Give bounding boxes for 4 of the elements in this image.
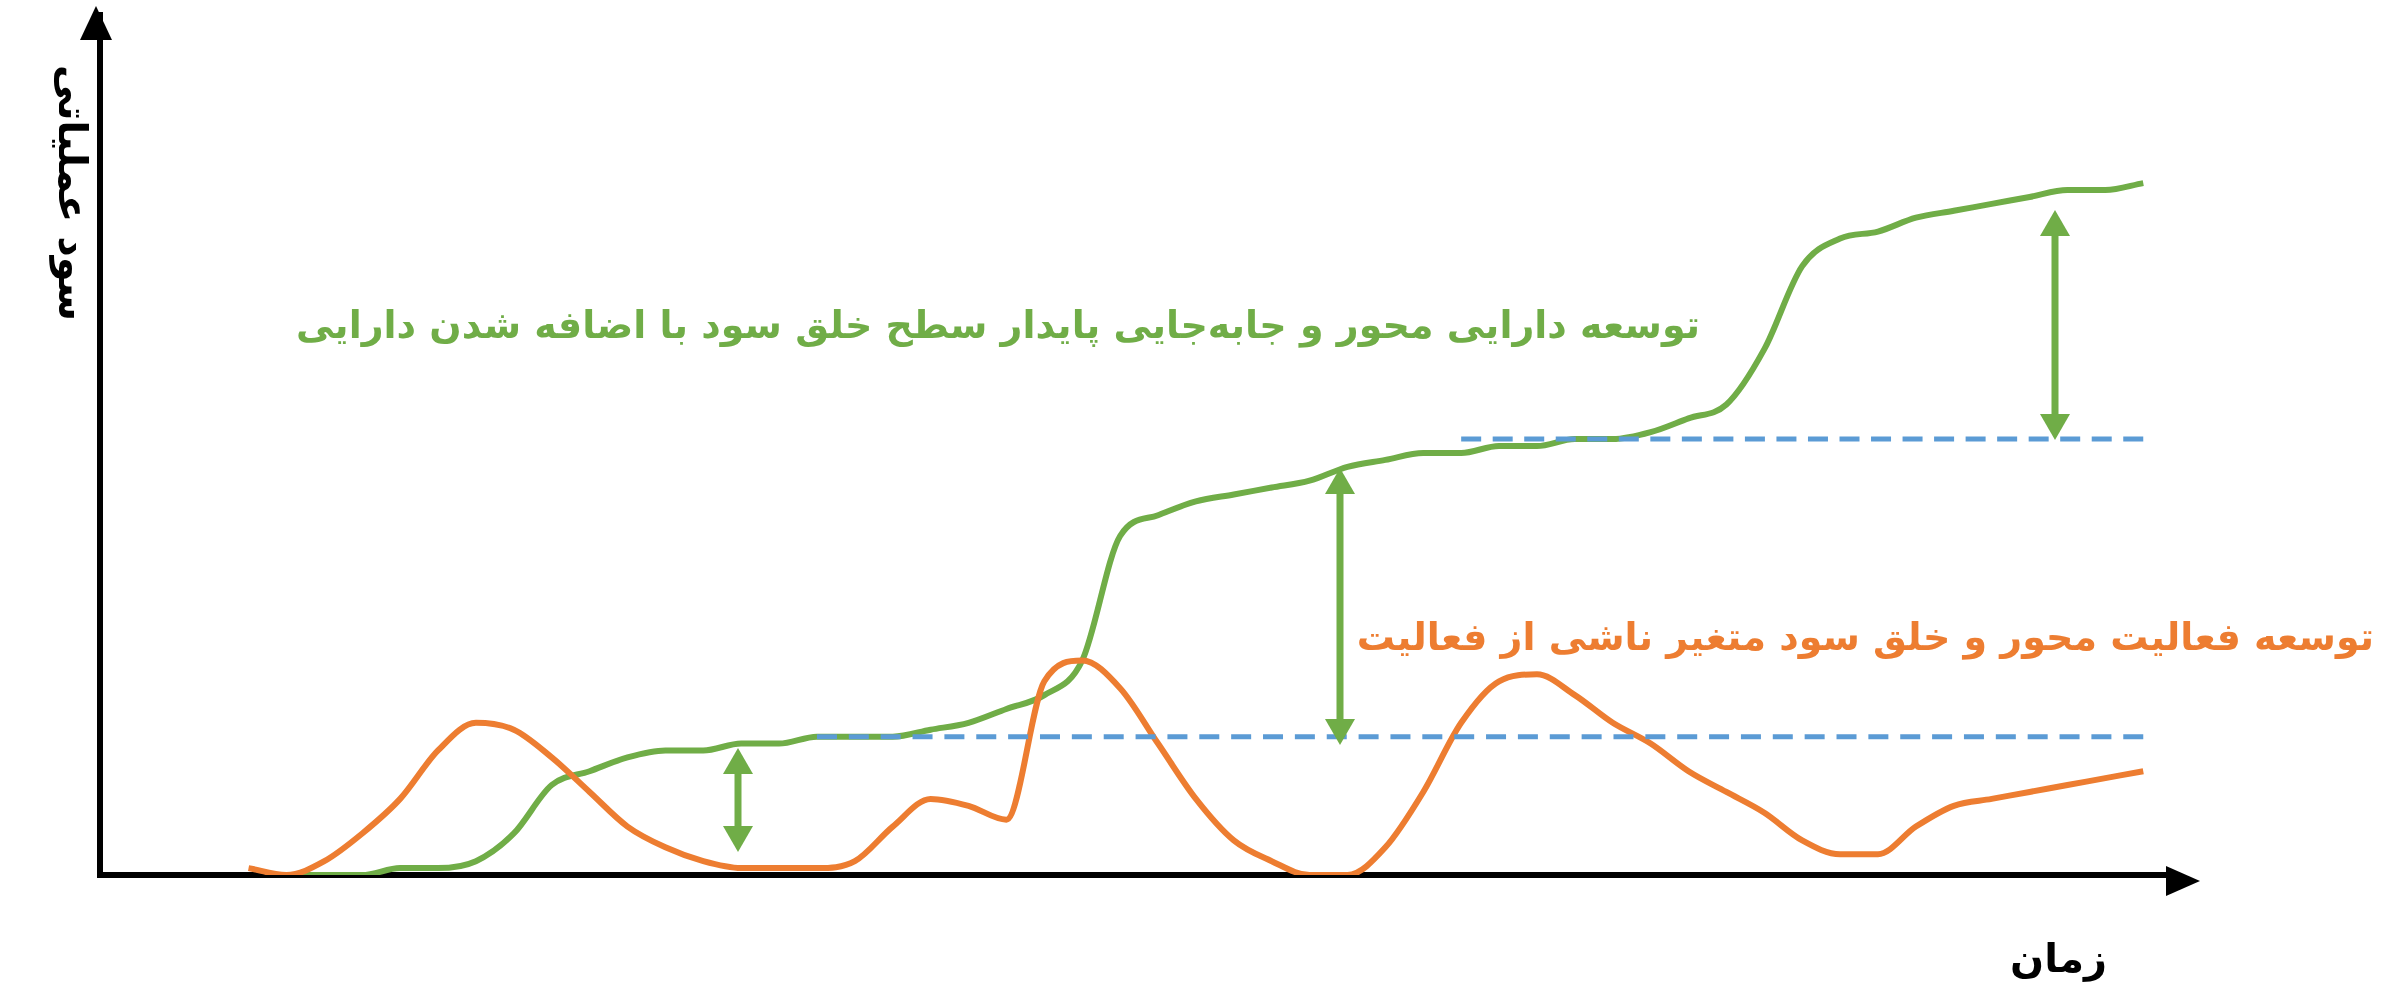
annotation: توسعه دارایی محور و جابه‌جایی پایدار سطح خلق سود با اضافه شدن دارایی [294,302,1700,350]
y-axis-title: سود عملیاتی [50,64,97,322]
annotation: توسعه فعالیت محور و خلق سود متغیر ناشی از فعالیت [1356,615,2374,659]
x-axis-title: زمان [2010,935,2107,981]
